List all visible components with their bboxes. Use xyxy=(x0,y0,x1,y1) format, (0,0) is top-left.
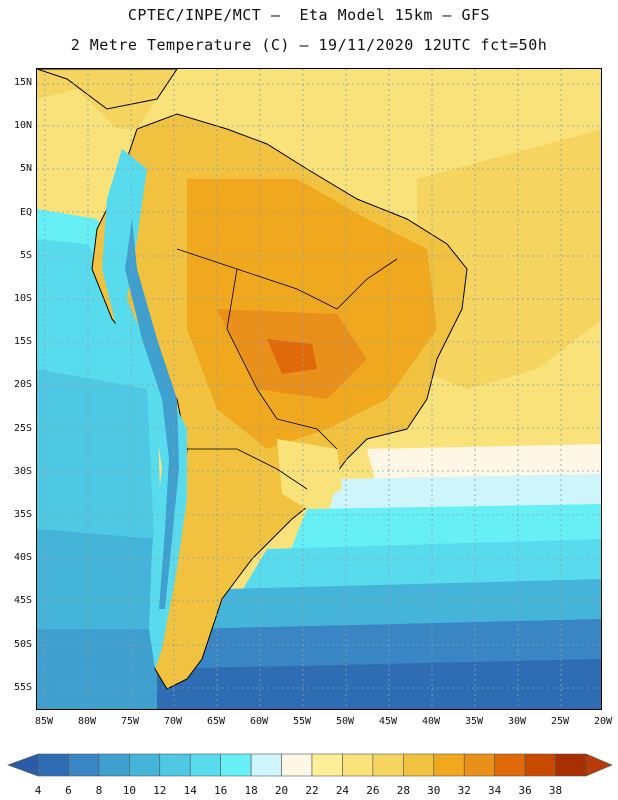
colorbar-level-label: 22 xyxy=(305,784,319,797)
longitude-label: 70W xyxy=(163,716,183,727)
latitude-label: 5S xyxy=(19,249,32,261)
latitude-label: 45S xyxy=(13,595,32,607)
colorbar-level-label: 26 xyxy=(366,784,380,797)
colorbar-level-label: 18 xyxy=(244,784,258,797)
colorbar-swatch xyxy=(250,753,282,777)
longitude-label: 35W xyxy=(464,716,484,727)
longitude-label: 80W xyxy=(77,716,97,727)
latitude-label: 25S xyxy=(13,422,32,434)
map-canvas xyxy=(37,69,601,709)
colorbar-level-label: 16 xyxy=(214,784,228,797)
colorbar-swatch xyxy=(159,753,191,777)
colorbar-swatch xyxy=(189,753,221,777)
longitude-label: 75W xyxy=(120,716,140,727)
colorbar-swatch xyxy=(311,753,343,777)
colorbar-swatch xyxy=(372,753,404,777)
colorbar xyxy=(7,753,613,777)
colorbar-low-arrow xyxy=(7,753,39,777)
colorbar-level-label: 24 xyxy=(335,784,350,797)
colorbar-swatch xyxy=(403,753,435,777)
chart-title: CPTEC/INPE/MCT – Eta Model 15km – GFS xyxy=(127,6,491,24)
temperature-map xyxy=(36,68,602,710)
latitude-label: 30S xyxy=(13,465,32,477)
longitude-label: 60W xyxy=(249,716,269,727)
colorbar-swatch xyxy=(342,753,374,777)
graticule xyxy=(37,69,601,709)
latitude-label: EQ xyxy=(19,206,32,218)
colorbar-level-label: 30 xyxy=(427,784,441,797)
colorbar-swatch xyxy=(220,753,252,777)
hot-core-34 xyxy=(267,339,317,374)
central-america-coast xyxy=(37,69,178,110)
longitude-label: 65W xyxy=(206,716,226,727)
colorbar-swatch xyxy=(129,753,161,777)
southern-brazil-cool xyxy=(277,439,342,509)
colorbar-swatch xyxy=(555,753,587,777)
colorbar-level-label: 8 xyxy=(95,784,103,797)
longitude-label: 20W xyxy=(593,716,613,727)
latitude-label: 10S xyxy=(13,293,32,304)
colorbar-high-arrow xyxy=(585,753,613,777)
colorbar-swatch xyxy=(37,753,69,777)
colorbar-swatch xyxy=(68,753,100,777)
latitude-label: 35S xyxy=(13,509,32,520)
latitude-label: 55S xyxy=(13,681,32,693)
colorbar-level-label: 4 xyxy=(34,784,42,797)
longitude-label: 25W xyxy=(550,716,570,727)
longitude-label: 50W xyxy=(335,716,355,727)
colorbar-swatch xyxy=(281,753,313,777)
colorbar-level-label: 36 xyxy=(518,784,532,797)
atlantic-band-4 xyxy=(157,659,601,709)
colorbar-level-label: 28 xyxy=(396,784,410,797)
colorbar-swatch xyxy=(524,753,556,777)
colorbar-level-label: 12 xyxy=(153,784,167,797)
colorbar-level-label: 20 xyxy=(274,784,289,797)
atlantic-warm-band xyxy=(417,129,601,389)
latitude-label: 20S xyxy=(13,379,32,391)
colorbar-swatch xyxy=(98,753,130,777)
longitude-label: 55W xyxy=(292,716,312,727)
colorbar-level-label: 34 xyxy=(488,784,502,797)
andes-cold-core xyxy=(125,219,179,609)
chart-subtitle: 2 Metre Temperature (C) – 19/11/2020 12U… xyxy=(70,36,548,54)
colorbar-swatch xyxy=(463,753,495,777)
longitude-label: 85W xyxy=(34,716,54,727)
latitude-label: 40S xyxy=(13,552,32,564)
country-borders xyxy=(176,248,398,490)
colorbar-level-label: 6 xyxy=(65,784,72,797)
longitude-label: 40W xyxy=(421,716,441,727)
latitude-label: 50S xyxy=(13,638,32,650)
colorbar-level-label: 10 xyxy=(122,784,136,797)
latitude-label: 15S xyxy=(13,336,32,348)
longitude-label: 45W xyxy=(378,716,398,727)
colorbar-swatch xyxy=(433,753,465,777)
colorbar-level-label: 32 xyxy=(457,784,471,797)
latitude-label: 10N xyxy=(13,120,32,132)
latitude-label: 15N xyxy=(13,77,32,88)
latitude-label: 5N xyxy=(19,163,32,175)
colorbar-level-label: 38 xyxy=(548,784,563,797)
pacific-band-8 xyxy=(37,629,177,709)
longitude-label: 30W xyxy=(507,716,527,727)
colorbar-level-label: 14 xyxy=(183,784,197,797)
colorbar-swatch xyxy=(494,753,526,777)
